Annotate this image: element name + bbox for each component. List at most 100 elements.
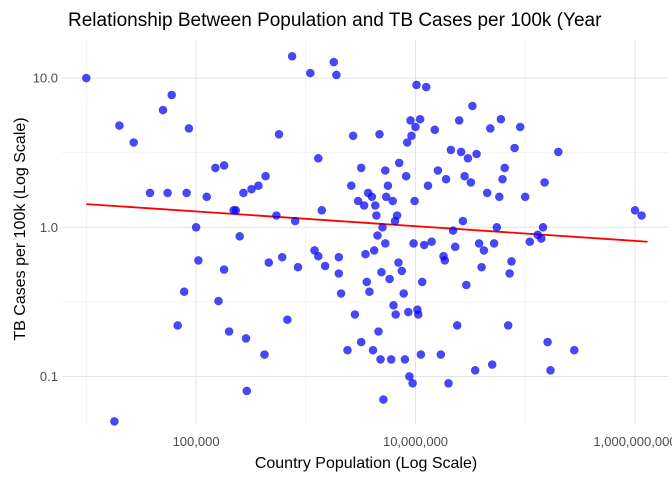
data-point	[401, 171, 411, 181]
data-point	[400, 355, 410, 364]
data-point	[413, 310, 423, 319]
data-point	[173, 321, 182, 330]
data-point	[214, 296, 223, 306]
data-point	[402, 138, 412, 147]
data-point	[461, 280, 471, 290]
data-point	[479, 246, 489, 255]
data-point	[450, 242, 460, 252]
data-point	[320, 261, 330, 271]
data-point	[329, 57, 339, 67]
data-point	[368, 345, 378, 355]
data-point	[406, 116, 415, 125]
data-point	[446, 145, 456, 155]
data-point	[417, 277, 427, 287]
data-point	[515, 122, 525, 132]
data-point	[492, 223, 502, 232]
data-point	[167, 90, 176, 100]
data-point	[378, 223, 387, 232]
data-point	[525, 237, 535, 246]
data-point	[373, 231, 382, 240]
data-point	[272, 211, 281, 220]
data-point	[219, 161, 229, 170]
data-point	[421, 82, 431, 92]
data-point	[416, 350, 426, 359]
data-points	[82, 51, 646, 426]
data-point	[454, 116, 464, 125]
data-point	[377, 267, 386, 277]
data-point	[359, 201, 369, 210]
data-point	[520, 192, 530, 202]
data-point	[430, 125, 440, 135]
data-point	[630, 206, 640, 215]
data-point	[348, 131, 358, 141]
data-point	[365, 287, 374, 297]
data-point	[494, 192, 504, 202]
data-point	[184, 124, 194, 133]
data-point	[247, 184, 256, 194]
data-point	[448, 226, 458, 235]
data-point	[482, 188, 492, 198]
data-point	[235, 232, 244, 241]
data-point	[356, 337, 366, 347]
data-point	[383, 181, 393, 190]
data-point	[376, 355, 385, 364]
data-point	[489, 239, 499, 248]
data-point	[264, 258, 274, 267]
data-point	[380, 239, 390, 248]
y-tick-label: 0.1	[40, 369, 58, 384]
data-point	[82, 73, 91, 83]
data-point	[261, 171, 270, 181]
data-point	[399, 289, 409, 298]
data-point	[392, 211, 402, 220]
data-point	[427, 237, 436, 246]
data-point	[385, 274, 394, 284]
data-point	[470, 365, 480, 375]
data-point	[458, 216, 468, 226]
data-point	[332, 70, 341, 80]
data-point	[283, 315, 292, 325]
data-point	[477, 262, 486, 272]
data-point	[194, 256, 203, 265]
data-point	[388, 196, 398, 206]
x-tick-labels: 100,000 10,000,000 1,000,000,000	[173, 434, 672, 449]
data-point	[356, 163, 366, 173]
data-point	[163, 188, 172, 198]
data-point	[277, 252, 287, 262]
chart-title: Relationship Between Population and TB C…	[68, 10, 602, 31]
data-point	[274, 130, 284, 139]
data-point	[410, 196, 419, 206]
data-point	[115, 121, 124, 130]
data-point	[505, 269, 514, 278]
data-point	[379, 395, 388, 404]
data-point	[553, 147, 563, 157]
data-point	[110, 417, 119, 426]
data-point	[637, 211, 646, 220]
data-point	[145, 188, 155, 198]
data-point	[389, 300, 398, 310]
data-point	[367, 192, 377, 202]
data-point	[433, 166, 443, 175]
x-tick-label: 10,000,000	[383, 434, 448, 449]
data-point	[287, 51, 297, 61]
data-point	[436, 350, 446, 359]
data-point	[463, 154, 473, 163]
data-point	[370, 201, 380, 210]
data-point	[386, 355, 396, 364]
x-axis-title: Country Population (Log Scale)	[255, 455, 477, 472]
data-point	[496, 114, 506, 124]
data-point	[472, 149, 481, 159]
data-point	[239, 188, 248, 198]
data-point	[224, 327, 234, 336]
data-point	[507, 257, 516, 266]
data-point	[129, 138, 138, 147]
y-tick-label: 10.0	[33, 71, 58, 86]
data-point	[254, 181, 263, 190]
data-point	[219, 265, 229, 274]
data-point	[468, 101, 477, 111]
data-point	[456, 147, 466, 157]
data-point	[372, 211, 381, 220]
data-point	[158, 105, 168, 115]
data-point	[543, 337, 552, 347]
data-point	[374, 327, 383, 336]
